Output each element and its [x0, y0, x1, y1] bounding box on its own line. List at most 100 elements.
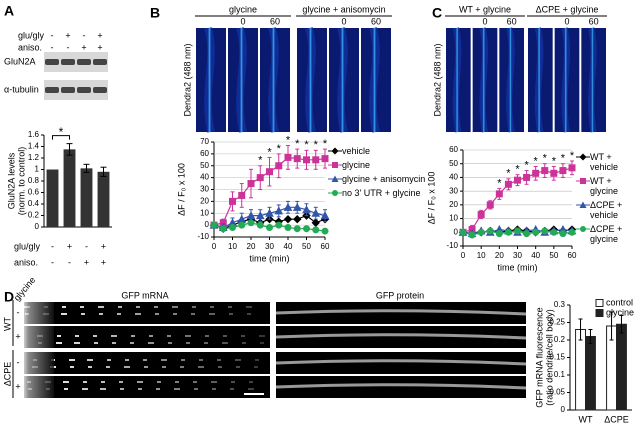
data-point: [255, 211, 265, 220]
x-tick-label: 40: [284, 242, 293, 251]
mrna-granule: [172, 306, 174, 308]
mrna-granule: [115, 335, 117, 337]
protein-dendrite: [275, 309, 527, 316]
legend-swatch: [576, 153, 590, 161]
mrna-granule: [206, 342, 208, 344]
time-label: 0: [564, 16, 569, 26]
mrna-granule: [78, 342, 80, 344]
mrna-granule: [163, 359, 165, 361]
mrna-granule: [132, 342, 134, 344]
mrna-granule: [80, 306, 82, 308]
mrna-granule: [64, 388, 66, 390]
data-point: [246, 211, 256, 220]
mrna-granule: [182, 366, 184, 368]
mrna-granule: [173, 313, 175, 315]
mrna-granule: [145, 359, 147, 361]
mrna-granule: [120, 388, 122, 390]
mrna-granule: [210, 306, 212, 308]
data-point: [486, 201, 494, 209]
significance-star: *: [543, 153, 548, 165]
legend-entry: ΔCPE + vehicle: [576, 200, 640, 220]
mrna-granule: [231, 313, 233, 315]
legend-entry: WT + glycine: [576, 176, 640, 196]
data-point: [274, 206, 284, 215]
mrna-granule: [148, 342, 150, 344]
mrna-granule: [107, 359, 109, 361]
data-point: [256, 221, 264, 229]
mrna-granule: [119, 381, 121, 383]
legend: vehicle glycine glycine + anisomycin no 3' …: [328, 146, 428, 202]
mrna-granule: [224, 342, 226, 344]
y-tick-label: -10: [446, 241, 458, 250]
data-point: [293, 214, 302, 224]
mrna-granule: [141, 381, 143, 383]
panel-letter: D: [4, 289, 14, 305]
legend-swatch: [328, 162, 342, 168]
mrna-granule: [174, 306, 176, 308]
y-tick-label: 60: [449, 145, 458, 154]
band-label: GluN2A: [4, 56, 36, 66]
bar: [585, 336, 596, 411]
mrna-granule: [73, 359, 75, 361]
blot-band: [45, 59, 59, 65]
mrna-granule: [136, 306, 138, 308]
mrna-granule: [119, 313, 121, 315]
data-point: [237, 214, 247, 223]
mrna-granule: [219, 359, 221, 361]
data-point: [303, 225, 310, 233]
mrna-granule: [75, 335, 77, 337]
mrna-granule: [62, 306, 64, 308]
mrna-granule: [215, 381, 217, 383]
mrna-granule: [248, 388, 250, 390]
significance-star: *: [258, 155, 263, 167]
genotype-label: ΔCPE: [2, 362, 12, 387]
significance-star: *: [570, 150, 575, 162]
mrna-granule: [249, 381, 251, 383]
mrna-granule: [104, 388, 106, 390]
mrna-image: [24, 302, 270, 324]
y-tick-label: 0.1: [554, 370, 566, 379]
mrna-granule: [158, 388, 160, 390]
y-tick-label: 40: [200, 173, 209, 182]
data-point: [568, 228, 576, 236]
mrna-granule: [156, 388, 158, 390]
bar: [63, 149, 76, 227]
y-tick-label: 0.2: [554, 335, 566, 344]
legend-swatch: [328, 190, 342, 196]
data-point: [550, 228, 558, 236]
data-point: [238, 191, 246, 199]
mrna-image: [24, 376, 270, 398]
mrna-granule: [225, 335, 227, 337]
mrna-granule: [65, 381, 67, 383]
condition-sign: +: [84, 257, 89, 267]
dendrite: [588, 27, 597, 133]
mrna-granule: [94, 342, 96, 344]
condition-sign: -: [51, 30, 54, 40]
mrna-granule: [137, 313, 139, 315]
x-tick-label: 20: [247, 242, 256, 251]
y-tick-label: 0.3: [554, 300, 566, 309]
mrna-granule: [194, 306, 196, 308]
mrna-granule: [243, 335, 245, 337]
mrna-soma: [24, 376, 54, 398]
mrna-granule: [63, 313, 65, 315]
data-point: [312, 156, 320, 164]
data-point: [293, 155, 301, 163]
mrna-granule: [159, 381, 161, 383]
mrna-granule: [222, 342, 224, 344]
legend-entry: ΔCPE + glycine: [576, 224, 640, 244]
mrna-granule: [169, 335, 171, 337]
data-point: [514, 227, 521, 235]
legend-label: vehicle: [342, 146, 371, 156]
condition-sign: -: [51, 42, 54, 52]
x-tick-label: 60: [568, 251, 577, 260]
y-tick-label: 0: [205, 220, 210, 229]
mrna-granule: [100, 388, 102, 390]
mrna-granule: [261, 335, 263, 337]
data-point: [550, 169, 558, 177]
x-tick-label: WT: [579, 414, 593, 424]
mrna-granule: [76, 342, 78, 344]
mrna-granule: [205, 335, 207, 337]
mrna-soma: [24, 302, 54, 324]
mrna-granule: [120, 306, 122, 308]
